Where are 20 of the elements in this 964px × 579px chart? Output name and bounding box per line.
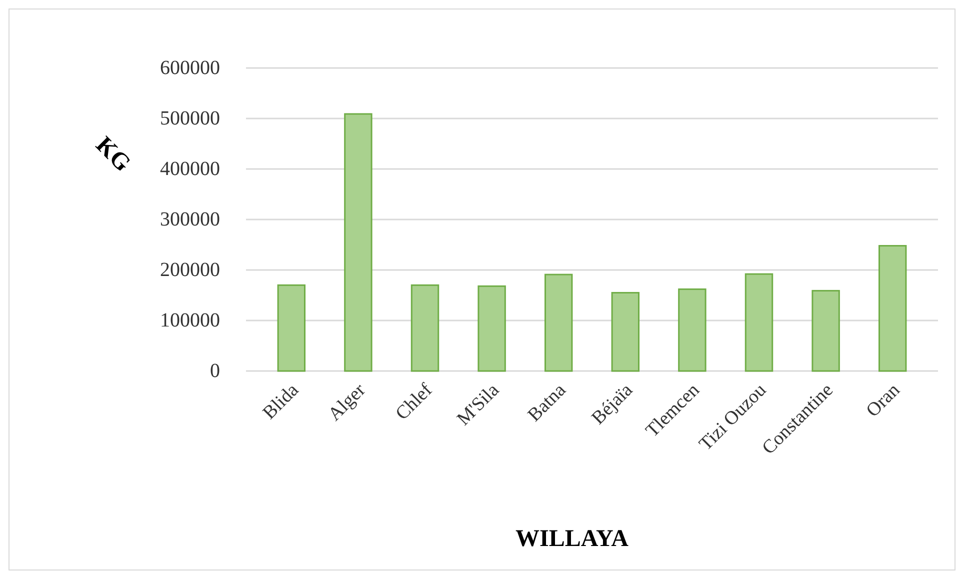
y-tick-label: 200000 bbox=[160, 259, 220, 281]
y-tick-label: 100000 bbox=[160, 310, 220, 332]
y-tick-label: 400000 bbox=[160, 158, 220, 180]
bar bbox=[678, 288, 706, 372]
bar bbox=[344, 113, 372, 372]
y-tick-label: 500000 bbox=[160, 108, 220, 130]
bar bbox=[410, 284, 440, 372]
y-tick-label: 0 bbox=[210, 360, 220, 382]
bar bbox=[277, 284, 306, 372]
bar bbox=[744, 273, 774, 372]
bar bbox=[611, 292, 640, 372]
x-tick-label: Oran bbox=[862, 379, 904, 422]
y-axis-title: KG bbox=[90, 132, 136, 178]
bar bbox=[812, 290, 840, 372]
bar bbox=[878, 245, 907, 372]
bar bbox=[478, 285, 506, 372]
x-axis-title: WILLAYA bbox=[516, 526, 630, 552]
bar bbox=[544, 274, 573, 372]
y-tick-label: 300000 bbox=[160, 208, 220, 230]
y-tick-label: 600000 bbox=[160, 57, 220, 79]
